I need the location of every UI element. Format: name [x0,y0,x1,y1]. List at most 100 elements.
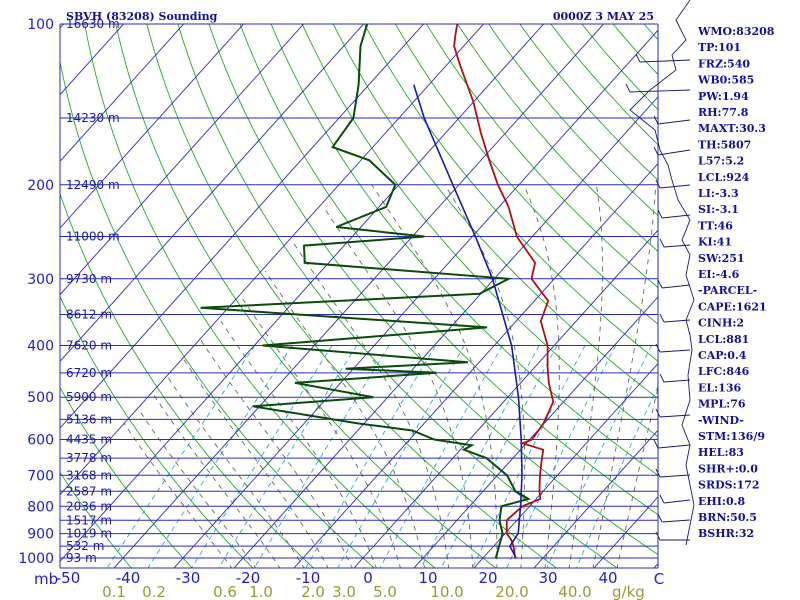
wind-barb [657,119,691,125]
moist-adiabat [183,359,329,568]
isotherm [473,362,658,568]
height-label: 1517 m [66,513,112,527]
sounding-index: EI:-4.6 [698,268,740,281]
isotherm [293,162,658,568]
height-label: 5900 m [66,390,112,404]
isotherm [60,24,305,296]
mixing-ratio-label: 1.0 [249,583,273,600]
height-label: 9730 m [66,272,112,286]
wind-barb [663,319,691,323]
mixing-ratio-line [191,345,333,568]
wind-profile [625,0,695,546]
sounding-index: FRZ:540 [698,57,750,70]
temperature-tick-label: 10 [418,569,437,587]
height-labels: 16630 m 14230 m 12490 m 11000 m 9730 m 8612 m… [66,17,120,565]
mixing-ratio-line [546,345,652,568]
dry-adiabat [301,24,658,438]
isobars [59,23,659,569]
sounding-indices-panel: WMO:83208 TP:101 FRZ:540 WB0:585 PW:1.94 RH:7… [697,25,775,540]
mixing-ratio-line [506,345,617,568]
mixing-ratio-line [440,345,558,568]
x-axis-unit: C [654,570,664,588]
dry-adiabat [239,24,658,516]
sounding-index: SHR+:0.0 [698,462,758,475]
pressure-tick-labels: 100 200 300 400 500 600 700 800 900 1000 [18,17,54,567]
sounding-datetime: 0000Z 3 MAY 25 [553,10,654,23]
isotherms [60,24,658,568]
sounding-index: WB0:585 [697,74,754,87]
sounding-index: STM:136/9 [698,430,765,443]
sounding-index: TP:101 [698,41,741,54]
moist-adiabat [124,423,233,568]
sounding-index: SRDS:172 [698,479,760,492]
sounding-index: LCL:881 [698,333,749,346]
temperature-tick-label: 40 [598,569,617,587]
wind-barb-flag [625,83,631,93]
sounding-index: CAPE:1621 [698,300,767,313]
wind-barb-flag [657,279,663,289]
isotherm [113,24,605,568]
sounding-index: TH:5807 [698,138,751,151]
sounding-index: EHI:0.8 [698,495,745,508]
sounding-index: WMO:83208 [697,25,775,38]
isotherm [413,296,658,568]
sounding-index: SI:-3.1 [698,203,739,216]
isotherm [60,24,425,429]
sounding-index: -WIND- [698,414,744,427]
height-label: 5136 m [66,412,112,426]
height-label: 3778 m [66,451,112,465]
dry-adiabat [550,24,658,146]
pressure-label: 700 [27,468,54,484]
sounding-index: L57:5.2 [698,155,744,168]
wind-barb [661,284,691,289]
mixing-ratio-line [379,345,503,568]
sounding-index: MAXT:30.3 [698,122,766,135]
hodograph-trace [629,0,695,546]
pressure-label: 900 [27,527,54,543]
dry-adiabat [60,471,132,568]
dry-adiabat [457,24,658,252]
height-label: 11000 m [66,229,120,243]
moist-adiabat [592,184,657,568]
wind-barb [663,499,691,504]
wind-barb [629,89,691,93]
pressure-label: 600 [27,433,54,449]
sounding-index: PW:1.94 [698,90,749,103]
moist-adiabat [200,339,353,568]
temperature-profile [453,24,555,559]
mixing-ratio-label: 0.6 [213,583,237,600]
sounding-index: EL:136 [698,381,741,394]
dry-adiabat [84,24,436,568]
temperature-tick-label: -30 [176,569,201,587]
temperature-tick-label: -20 [236,569,261,587]
height-label: 6720 m [66,366,112,380]
isotherm [60,24,245,229]
wind-barb [639,59,691,63]
pressure-label: 400 [27,339,54,355]
wind-barb [659,349,691,353]
isotherm [533,429,658,568]
mixing-ratio-label: 5.0 [373,583,397,600]
wind-barb [663,379,691,383]
moist-adiabats [124,184,658,568]
sounding-index: KI:41 [698,236,732,249]
mixing-ratio-line [420,345,540,568]
sounding-index: HEL:83 [698,446,744,459]
wind-barb-flag [653,439,659,449]
sounding-index: TT:46 [698,219,733,232]
temperature-tick-label: 20 [478,569,497,587]
isotherm [353,229,658,568]
moist-adiabat [264,270,426,568]
dry-adiabat [426,24,658,289]
moist-adiabat [568,184,603,568]
height-label: 4435 m [66,433,112,447]
dry-adiabat [60,386,193,568]
isotherm [60,24,365,363]
sounding-index: RH:77.8 [698,106,749,119]
wind-barb [663,244,691,248]
height-label: 2036 m [66,499,112,513]
wind-barb-flag [653,115,659,125]
sounding-index: LI:-3.3 [698,187,739,200]
moist-adiabat [616,385,658,568]
